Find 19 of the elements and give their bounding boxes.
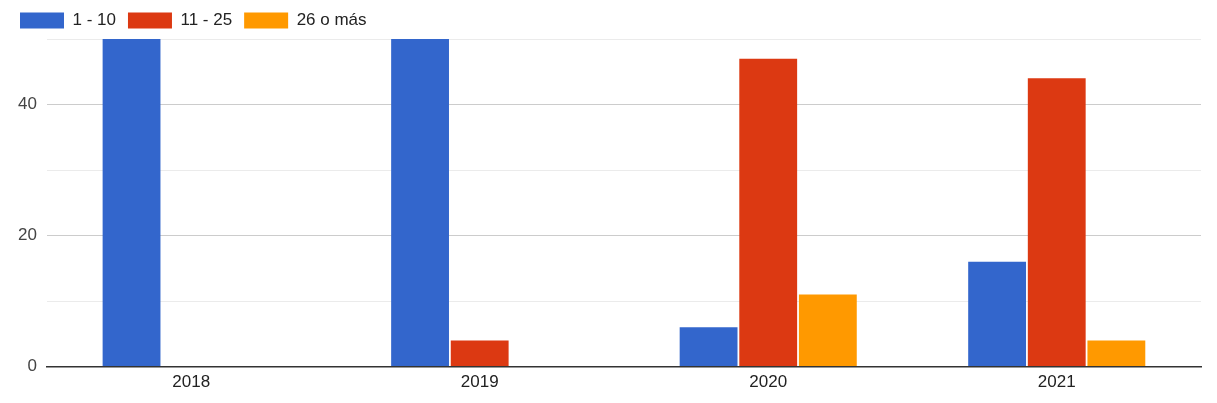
legend-label: 11 - 25	[180, 10, 233, 30]
bar	[798, 294, 857, 367]
x-tick-label: 2018	[172, 372, 211, 392]
legend-label: 1 - 10	[72, 10, 116, 30]
bar	[1027, 78, 1086, 367]
y-tick-label: 40	[17, 94, 37, 114]
y-tick-label: 20	[17, 225, 37, 245]
bar	[102, 39, 161, 367]
x-tick-label: 2019	[460, 372, 499, 392]
bar	[450, 340, 509, 367]
x-tick-label: 2020	[749, 372, 788, 392]
bar	[1087, 340, 1146, 367]
legend-label: 26 o más	[296, 10, 367, 30]
y-tick-label: 0	[27, 356, 37, 376]
bar	[968, 261, 1027, 367]
x-tick-label: 2021	[1037, 372, 1076, 392]
bar	[739, 58, 798, 367]
bar	[391, 39, 449, 367]
bar	[679, 327, 738, 367]
